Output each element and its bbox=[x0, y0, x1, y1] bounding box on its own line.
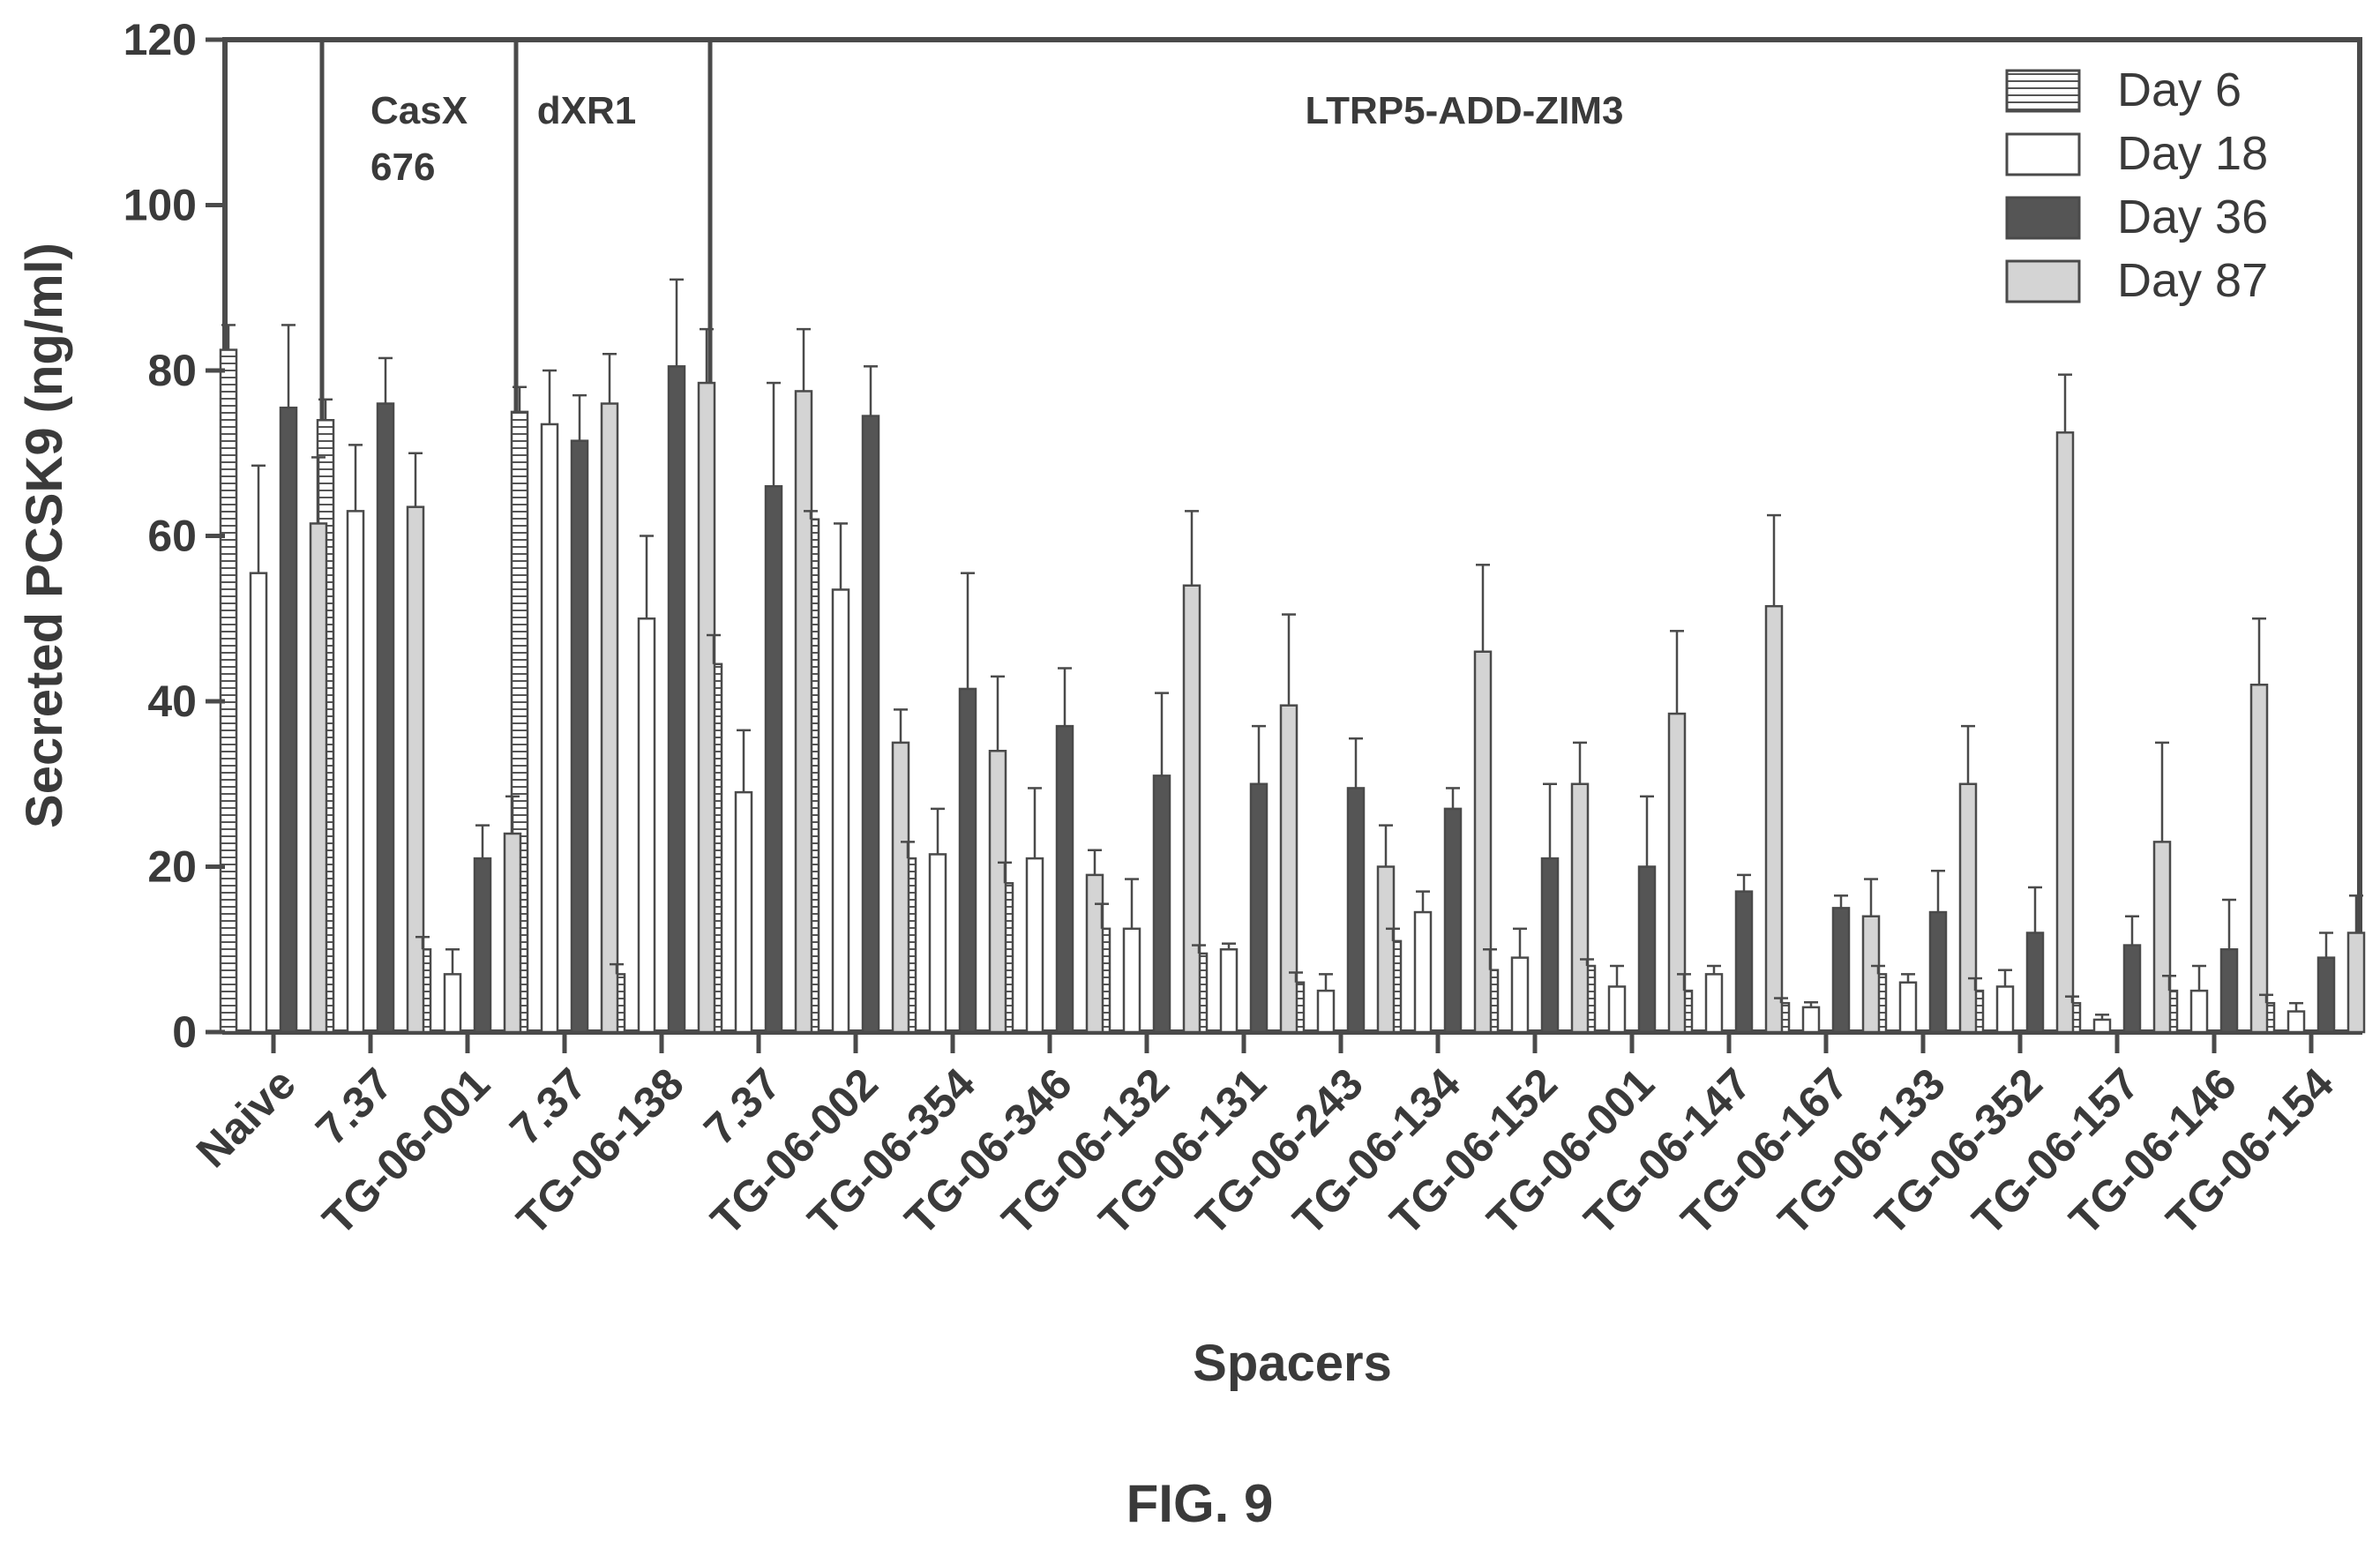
legend-label: Day 6 bbox=[2117, 64, 2242, 116]
bar bbox=[503, 832, 522, 1034]
bar bbox=[346, 510, 365, 1034]
bar bbox=[764, 485, 783, 1034]
bar bbox=[1055, 724, 1074, 1034]
bar bbox=[2025, 932, 2045, 1034]
bar bbox=[1570, 782, 1590, 1034]
bar bbox=[1152, 774, 1171, 1034]
bar bbox=[1995, 985, 2015, 1034]
legend-swatch bbox=[2005, 69, 2081, 113]
bar bbox=[1637, 865, 1657, 1034]
category-label: Naive bbox=[187, 1059, 305, 1177]
bar bbox=[2346, 932, 2366, 1034]
bar bbox=[794, 390, 813, 1034]
legend-label: Day 87 bbox=[2117, 254, 2268, 307]
bar bbox=[309, 522, 328, 1034]
bar bbox=[2316, 956, 2336, 1034]
bar bbox=[637, 617, 656, 1034]
bar bbox=[2219, 948, 2239, 1034]
bar bbox=[2122, 944, 2142, 1034]
bar bbox=[540, 423, 559, 1034]
bar bbox=[1249, 782, 1269, 1034]
bar bbox=[1704, 973, 1724, 1034]
bar bbox=[376, 402, 395, 1034]
bar bbox=[1473, 650, 1493, 1034]
bar bbox=[2055, 431, 2075, 1034]
bar bbox=[697, 381, 716, 1034]
bar bbox=[1831, 907, 1851, 1034]
group-label: 676 bbox=[370, 146, 435, 189]
y-tick-label: 20 bbox=[147, 842, 197, 892]
bar bbox=[1510, 956, 1530, 1034]
figure-label: FIG. 9 bbox=[1126, 1474, 1274, 1533]
y-axis-title: Secreted PCSK9 (ng/ml) bbox=[16, 243, 73, 828]
bar bbox=[1376, 865, 1396, 1034]
group-label: CasX bbox=[370, 89, 468, 132]
bar bbox=[1928, 910, 1948, 1034]
bar bbox=[988, 750, 1007, 1034]
legend-label: Day 36 bbox=[2117, 191, 2268, 243]
y-tick-label: 0 bbox=[172, 1007, 197, 1057]
bar bbox=[1279, 704, 1299, 1034]
bar bbox=[1316, 989, 1336, 1034]
bar bbox=[2152, 841, 2172, 1034]
bar bbox=[958, 687, 977, 1034]
bar bbox=[891, 741, 910, 1034]
bar bbox=[1898, 981, 1918, 1034]
legend-label: Day 18 bbox=[2117, 127, 2268, 180]
bar bbox=[249, 572, 268, 1034]
bar bbox=[219, 348, 238, 1034]
legend-swatch bbox=[2005, 259, 2081, 303]
legend-swatch bbox=[2005, 132, 2081, 176]
y-tick-label: 40 bbox=[147, 677, 197, 726]
bar bbox=[734, 790, 753, 1034]
bar bbox=[1734, 890, 1754, 1034]
bar bbox=[1413, 910, 1433, 1034]
bar bbox=[279, 406, 298, 1034]
bar bbox=[831, 588, 850, 1034]
bar bbox=[473, 857, 492, 1034]
bar bbox=[667, 365, 686, 1034]
bar bbox=[2249, 684, 2269, 1034]
bar bbox=[406, 505, 425, 1034]
bar bbox=[2092, 1018, 2112, 1034]
bar bbox=[1122, 927, 1141, 1034]
bar bbox=[1958, 782, 1978, 1034]
bar bbox=[1025, 857, 1044, 1034]
bar bbox=[600, 402, 619, 1034]
bar bbox=[1085, 873, 1104, 1034]
bar bbox=[1667, 712, 1687, 1034]
bar bbox=[1764, 604, 1784, 1034]
y-tick-label: 60 bbox=[147, 512, 197, 561]
bar bbox=[443, 973, 462, 1034]
bar bbox=[1219, 948, 1239, 1034]
bar bbox=[570, 439, 589, 1034]
bar bbox=[861, 415, 880, 1034]
y-tick-label: 100 bbox=[123, 181, 197, 230]
bar bbox=[1443, 807, 1463, 1034]
bar bbox=[928, 853, 947, 1034]
bar bbox=[2286, 1010, 2306, 1034]
legend-swatch bbox=[2005, 196, 2081, 240]
y-tick-label: 80 bbox=[147, 346, 197, 395]
bar bbox=[1346, 787, 1366, 1034]
bar bbox=[2189, 989, 2209, 1034]
bar bbox=[1182, 584, 1201, 1034]
bar bbox=[1607, 985, 1627, 1034]
x-axis-title: Spacers bbox=[1193, 1335, 1392, 1392]
bar bbox=[1801, 1006, 1821, 1034]
group-label: LTRP5-ADD-ZIM3 bbox=[1306, 89, 1624, 132]
group-label: dXR1 bbox=[537, 89, 636, 132]
y-tick-label: 120 bbox=[123, 15, 197, 64]
bar bbox=[1540, 857, 1560, 1034]
bar bbox=[1861, 915, 1881, 1034]
